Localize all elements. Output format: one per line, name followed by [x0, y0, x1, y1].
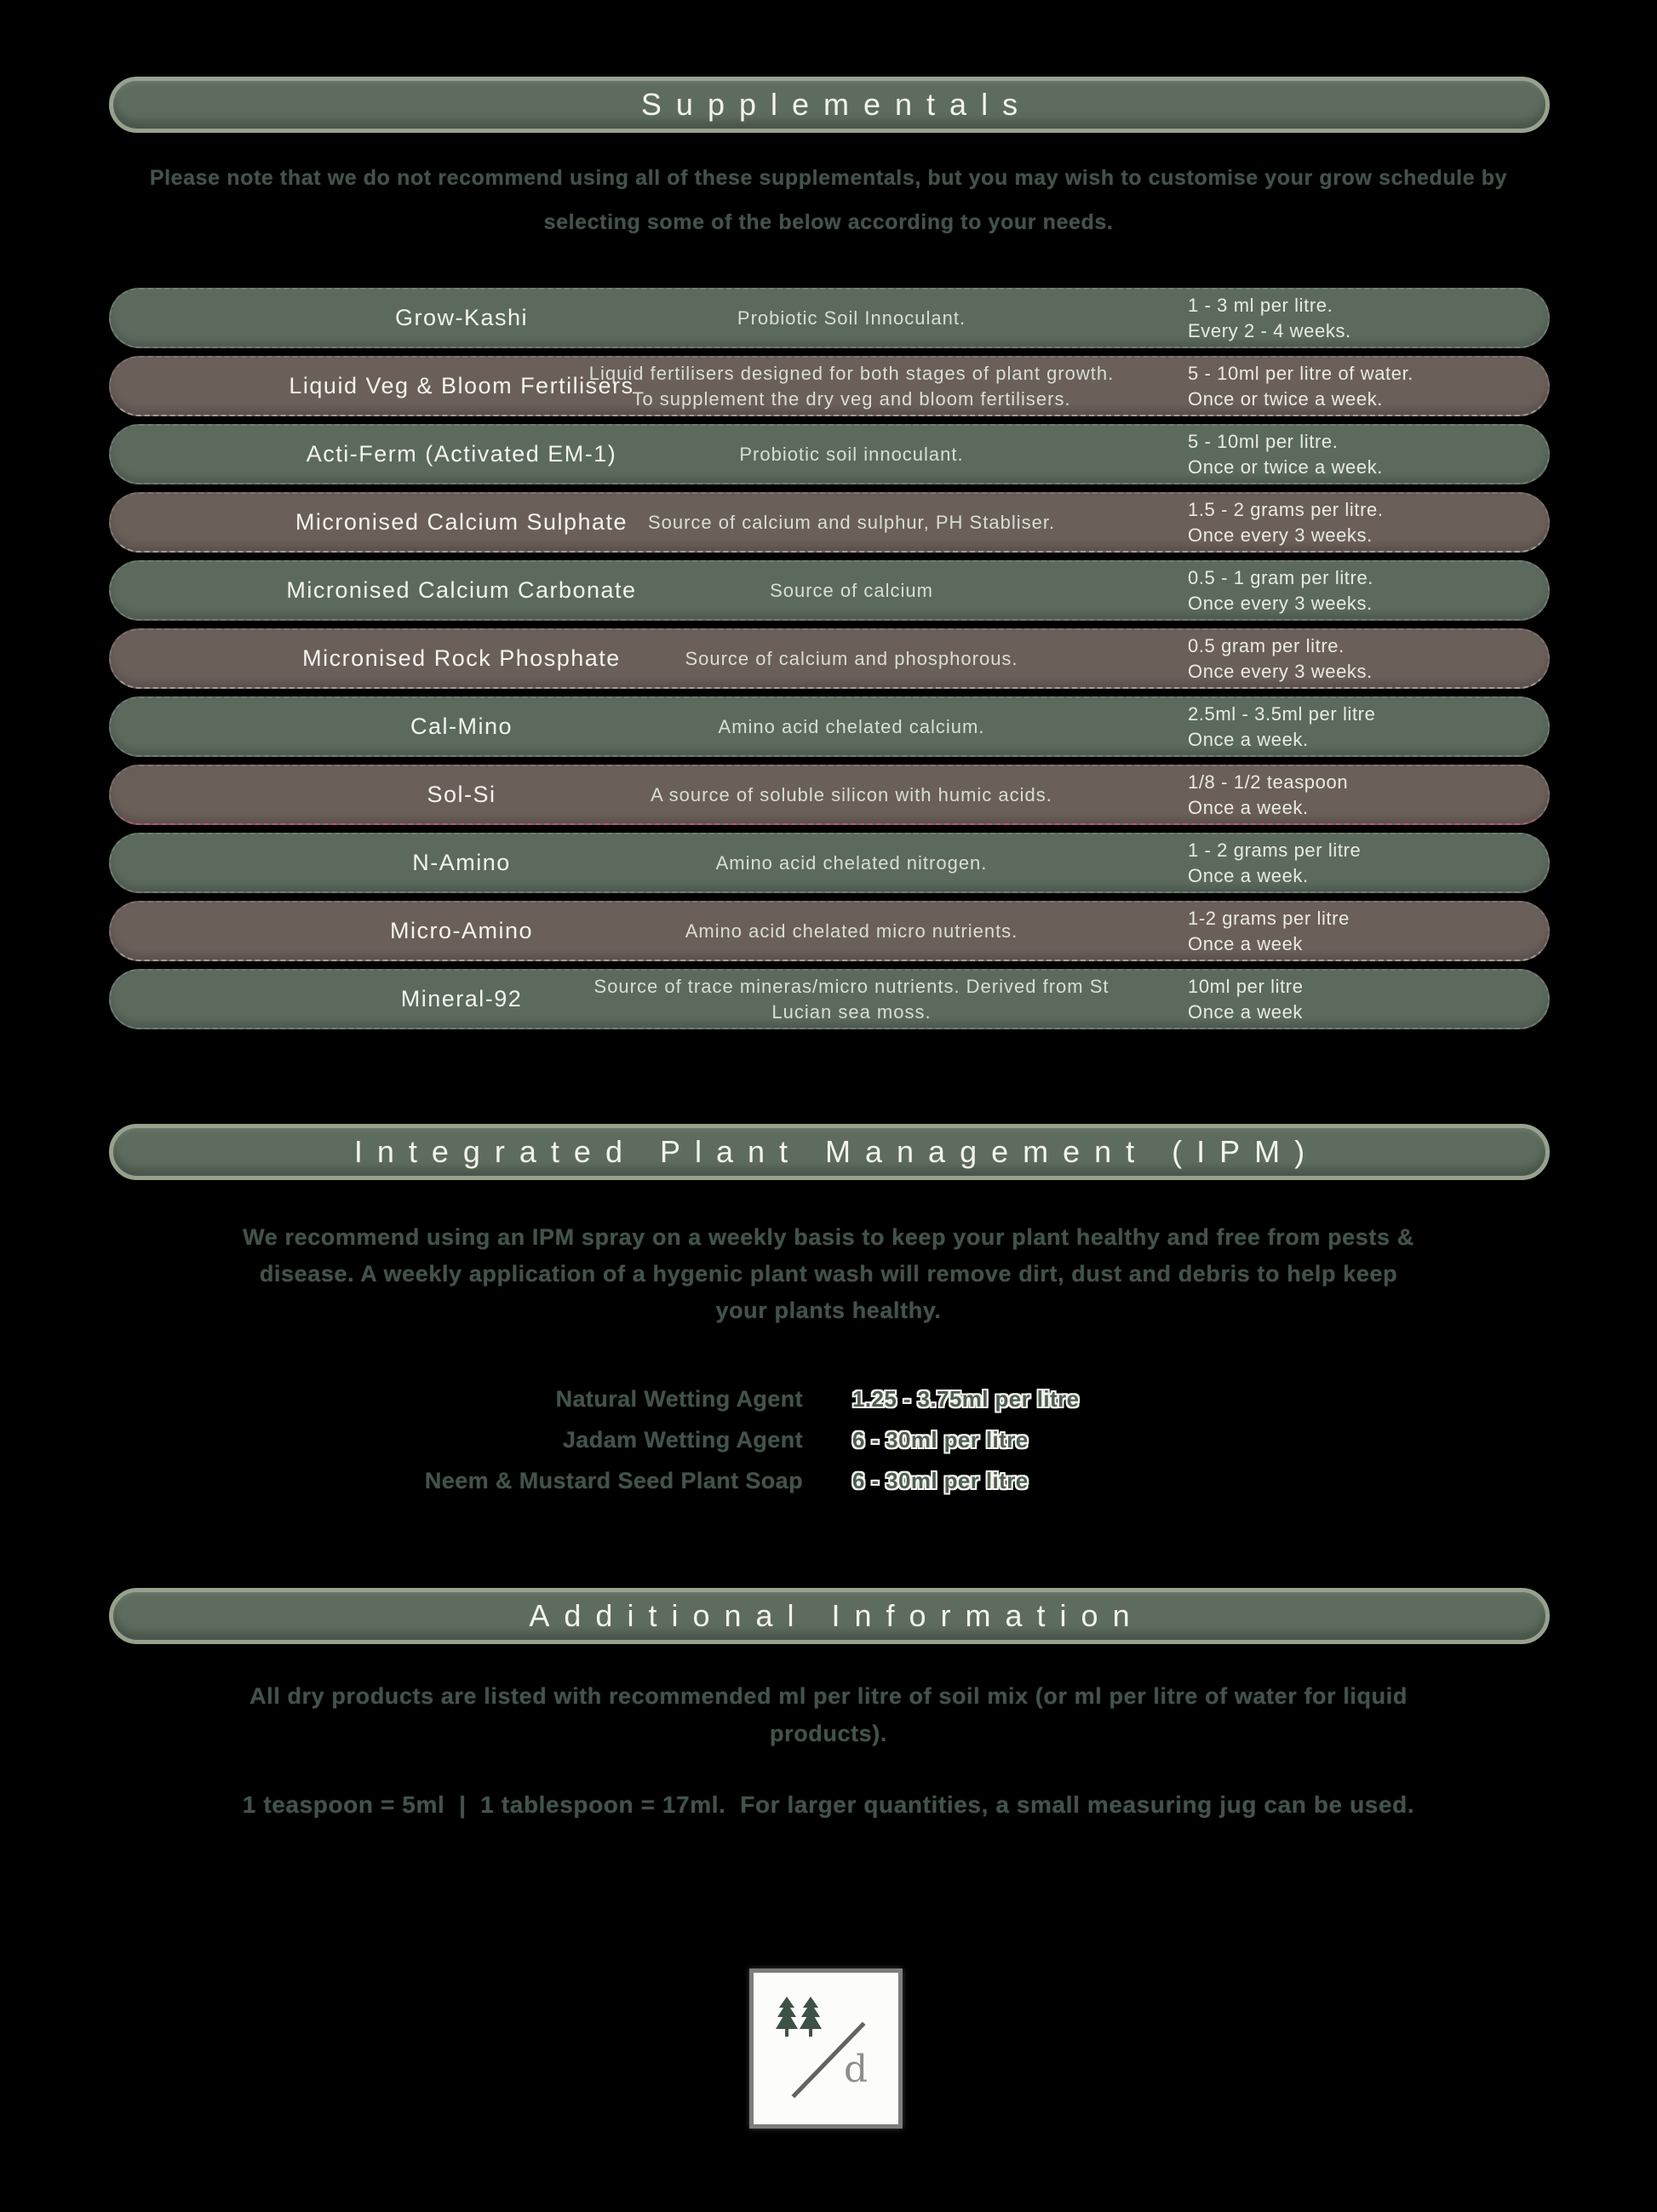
- supplements-table: Grow-Kashi Probiotic Soil Innoculant. 1 …: [109, 288, 1550, 1037]
- pine-trees-icon: [776, 1997, 822, 2037]
- product-dosage: 10ml per litre Once a week: [1188, 975, 1304, 1023]
- ipm-title: Integrated Plant Management (IPM): [353, 1134, 1320, 1169]
- product-description: Source of calcium: [770, 579, 933, 601]
- product-description: Amino acid chelated calcium.: [718, 715, 985, 737]
- additional-info-title: Additional Information: [529, 1598, 1144, 1633]
- measurement-conversion-note: 1 teaspoon = 5ml | 1 tablespoon = 17ml. …: [242, 1791, 1415, 1818]
- product-description: Amino acid chelated nitrogen.: [715, 851, 988, 874]
- product-name: Mineral-92: [400, 986, 523, 1011]
- ipm-product-dosage: 6 - 30ml per litre: [852, 1468, 1029, 1493]
- supplementals-title: Supplementals: [640, 87, 1033, 122]
- product-name: Cal-Mino: [410, 713, 513, 739]
- product-description: Source of trace mineras/micro nutrients.…: [593, 975, 1109, 1023]
- supplementals-intro: Please note that we do not recommend usi…: [149, 166, 1508, 234]
- table-row: Cal-Mino Amino acid chelated calcium. 2.…: [109, 696, 1550, 757]
- logo-letter: d: [844, 2048, 869, 2091]
- table-row: Sol-Si A source of soluble silicon with …: [109, 765, 1550, 825]
- ipm-dosage-list: Natural Wetting Agent 1.25 - 3.75ml per …: [109, 1386, 1550, 1494]
- ipm-product-label: Jadam Wetting Agent: [562, 1427, 803, 1453]
- product-description: Amino acid chelated micro nutrients.: [685, 920, 1018, 942]
- product-dosage: 1-2 grams per litre Once a week: [1188, 907, 1350, 954]
- table-row: Acti-Ferm (Activated EM-1) Probiotic soi…: [109, 424, 1550, 484]
- table-row: Micronised Rock Phosphate Source of calc…: [109, 628, 1550, 689]
- table-row: Micronised Calcium Sulphate Source of ca…: [109, 492, 1550, 553]
- table-row: N-Amino Amino acid chelated nitrogen. 1 …: [109, 833, 1550, 893]
- product-dosage: 1 - 2 grams per litre Once a week.: [1188, 839, 1362, 886]
- ipm-description: We recommend using an IPM spray on a wee…: [243, 1224, 1414, 1323]
- additional-info-description: All dry products are listed with recomme…: [249, 1683, 1408, 1746]
- product-name: N-Amino: [412, 850, 511, 875]
- ipm-section-header: Integrated Plant Management (IPM): [109, 1124, 1550, 1180]
- product-dosage: 2.5ml - 3.5ml per litre Once a week.: [1188, 702, 1376, 750]
- product-description: Probiotic soil innoculant.: [739, 443, 964, 465]
- product-dosage: 1.5 - 2 grams per litre. Once every 3 wee…: [1188, 498, 1384, 546]
- product-description: Liquid fertilisers designed for both sta…: [588, 362, 1115, 410]
- product-name: Micronised Calcium Carbonate: [286, 577, 637, 603]
- supplementals-section-header: Supplementals: [109, 77, 1550, 133]
- ipm-product-label: Neem & Mustard Seed Plant Soap: [424, 1468, 803, 1493]
- ipm-product-dosage: 1.25 - 3.75ml per litre: [852, 1386, 1080, 1412]
- product-dosage: 5 - 10ml per litre of water. Once or twic…: [1188, 362, 1414, 410]
- product-description: Probiotic Soil Innoculant.: [737, 307, 966, 329]
- product-name: Liquid Veg & Bloom Fertilisers: [289, 373, 634, 398]
- product-dosage: 5 - 10ml per litre. Once or twice a week.: [1188, 430, 1384, 478]
- product-dosage: 0.5 gram per litre. Once every 3 weeks.: [1188, 634, 1373, 682]
- list-item: Natural Wetting Agent 1.25 - 3.75ml per …: [109, 1386, 1550, 1413]
- product-name: Sol-Si: [427, 782, 496, 807]
- table-row: Micronised Calcium Carbonate Source of c…: [109, 560, 1550, 621]
- product-description: Source of calcium and phosphorous.: [685, 647, 1018, 669]
- additional-info-section-header: Additional Information: [109, 1588, 1550, 1644]
- product-description: Source of calcium and sulphur, PH Stabli…: [647, 511, 1056, 533]
- table-row: Micro-Amino Amino acid chelated micro nu…: [109, 901, 1550, 961]
- product-dosage: 1/8 - 1/2 teaspoon Once a week.: [1188, 771, 1349, 818]
- product-name: Micronised Rock Phosphate: [302, 645, 621, 671]
- product-dosage: 1 - 3 ml per litre. Every 2 - 4 weeks.: [1188, 294, 1351, 341]
- product-name: Acti-Ferm (Activated EM-1): [306, 441, 617, 467]
- ipm-product-label: Natural Wetting Agent: [555, 1386, 803, 1412]
- table-row: Mineral-92 Source of trace mineras/micro…: [109, 969, 1550, 1029]
- product-dosage: 0.5 - 1 gram per litre. Once every 3 week…: [1188, 566, 1373, 614]
- brand-logo: d: [749, 1968, 903, 2129]
- product-name: Micro-Amino: [389, 918, 534, 943]
- product-name: Grow-Kashi: [394, 305, 529, 330]
- product-name: Micronised Calcium Sulphate: [295, 509, 628, 535]
- table-row: Liquid Veg & Bloom Fertilisers Liquid fe…: [109, 356, 1550, 416]
- table-row: Grow-Kashi Probiotic Soil Innoculant. 1 …: [109, 288, 1550, 348]
- ipm-product-dosage: 6 - 30ml per litre: [852, 1427, 1029, 1453]
- list-item: Neem & Mustard Seed Plant Soap 6 - 30ml …: [109, 1468, 1550, 1494]
- list-item: Jadam Wetting Agent 6 - 30ml per litre: [109, 1427, 1550, 1453]
- product-description: A source of soluble silicon with humic a…: [651, 783, 1052, 805]
